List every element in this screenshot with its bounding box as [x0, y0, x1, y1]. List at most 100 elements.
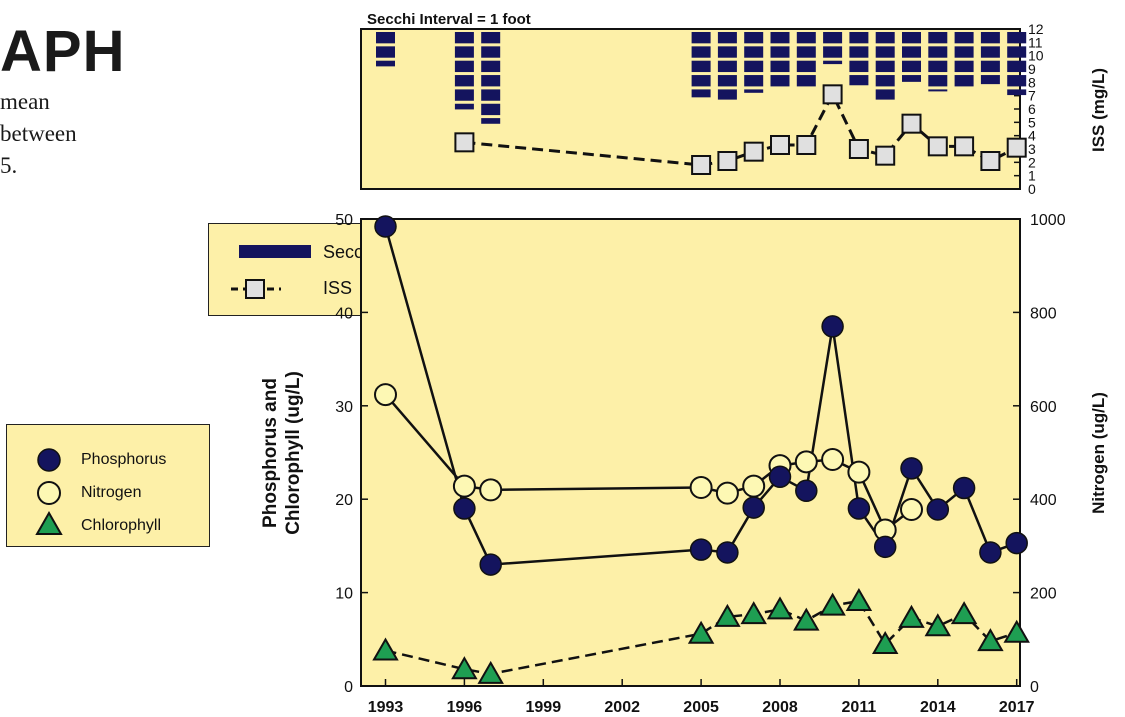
secchi-block — [849, 46, 869, 58]
chlorophyll-point — [766, 596, 794, 620]
secchi-block — [454, 32, 474, 44]
x-tick-label: 1999 — [526, 699, 562, 716]
iss-point — [770, 135, 790, 155]
chlorophyll-series-line — [385, 599, 1018, 676]
secchi-block — [481, 32, 501, 44]
legend-label-chlorophyll: Chlorophyll — [81, 517, 162, 534]
iss-point — [454, 132, 475, 153]
left-tick-label: 40 — [335, 305, 353, 322]
iss-point — [743, 141, 764, 162]
nitrogen-point — [479, 478, 503, 502]
x-tick-label: 1993 — [368, 699, 404, 716]
chlorophyll-point — [924, 613, 952, 637]
secchi-block — [1007, 46, 1027, 58]
secchi-block — [691, 75, 711, 87]
secchi-block — [454, 46, 474, 58]
secchi-block — [928, 46, 948, 58]
iss-tick-label: 5 — [1028, 114, 1036, 130]
secchi-block — [902, 46, 921, 58]
chlorophyll-point — [477, 660, 504, 684]
secchi-block — [481, 103, 501, 116]
phosphorus-point — [795, 479, 818, 503]
iss-point — [1006, 137, 1027, 158]
nitrogen-point — [847, 460, 871, 484]
secchi-block — [796, 75, 816, 87]
iss-point — [901, 113, 922, 134]
secchi-block — [954, 75, 974, 87]
secchi-block — [980, 75, 1000, 85]
secchi-block — [928, 75, 948, 87]
chlorophyll-point — [898, 604, 925, 628]
iss-point — [980, 151, 1001, 171]
phosphorus-point — [979, 541, 1002, 564]
iss-point — [691, 155, 712, 175]
nitrogen-point — [715, 481, 739, 505]
phosphorus-point — [952, 476, 976, 500]
chlorophyll-point — [819, 592, 846, 616]
secchi-block — [454, 89, 474, 101]
secchi-block — [691, 89, 711, 98]
secchi-block — [744, 46, 764, 58]
iss-tick-label: 7 — [1028, 88, 1036, 104]
description-line: mean — [0, 89, 50, 114]
chlorophyll-point — [871, 630, 899, 654]
legend-symbols — [231, 245, 311, 299]
iss-point — [717, 151, 738, 171]
secchi-block — [823, 60, 843, 65]
iss-tick-label: 6 — [1028, 101, 1036, 117]
right-tick-label: 600 — [1030, 399, 1057, 416]
legend-symbols — [35, 448, 63, 535]
secchi-block — [1007, 75, 1027, 87]
description-text: mean between 5. — [0, 86, 140, 182]
secchi-block — [691, 60, 711, 73]
iss-tick-label: 4 — [1028, 128, 1036, 144]
phosphorus-point — [479, 553, 502, 576]
chlorophyll-point — [845, 587, 873, 612]
secchi-block — [481, 118, 501, 124]
left-axis-label-line1: Phosphorus and — [260, 378, 281, 528]
iss-point — [927, 136, 948, 157]
secchi-block — [481, 46, 501, 58]
left-tick-label: 50 — [335, 212, 353, 229]
right-axis-label: Nitrogen (ug/L) — [1089, 392, 1108, 514]
secchi-block — [717, 89, 737, 100]
phosphorus-point — [768, 465, 792, 489]
phosphorus-point — [926, 498, 950, 521]
secchi-block — [928, 60, 948, 73]
secchi-block — [796, 32, 816, 44]
secchi-block — [875, 32, 895, 44]
right-tick-label: 800 — [1030, 305, 1057, 322]
secchi-panel-title: Secchi Interval = 1 foot — [367, 11, 531, 28]
left-axis-label-line2: Chlorophyll (ug/L) — [283, 371, 304, 535]
secchi-block — [875, 75, 895, 87]
secchi-block — [1007, 89, 1027, 96]
iss-legend-marker — [245, 279, 265, 299]
secchi-block — [954, 60, 974, 73]
nitrogen-point — [689, 476, 713, 500]
nutrient-panel-frame — [360, 218, 1021, 687]
secchi-block — [744, 89, 764, 93]
secchi-block — [717, 32, 737, 44]
secchi-legend-swatch — [239, 245, 311, 258]
phosphorus-point — [873, 535, 897, 559]
chlorophyll-point — [451, 656, 478, 680]
phosphorus-point — [847, 497, 871, 520]
iss-point — [875, 145, 896, 166]
secchi-block — [849, 32, 869, 44]
legend-label-nitrogen: Nitrogen — [81, 484, 142, 501]
chlorophyll-legend-marker — [35, 510, 63, 535]
nitrogen-point — [900, 497, 923, 521]
secchi-block — [875, 46, 895, 58]
secchi-block — [376, 32, 395, 44]
secchi-block — [954, 46, 974, 58]
secchi-block — [823, 32, 843, 44]
phosphorus-point — [900, 457, 923, 480]
chlorophyll-point — [950, 601, 978, 625]
secchi-block — [770, 60, 790, 73]
secchi-block — [928, 32, 948, 44]
left-tick-label: 0 — [344, 679, 353, 696]
secchi-block — [691, 32, 711, 44]
secchi-block — [481, 89, 501, 101]
nitrogen-point — [821, 448, 845, 472]
secchi-block — [849, 60, 869, 73]
